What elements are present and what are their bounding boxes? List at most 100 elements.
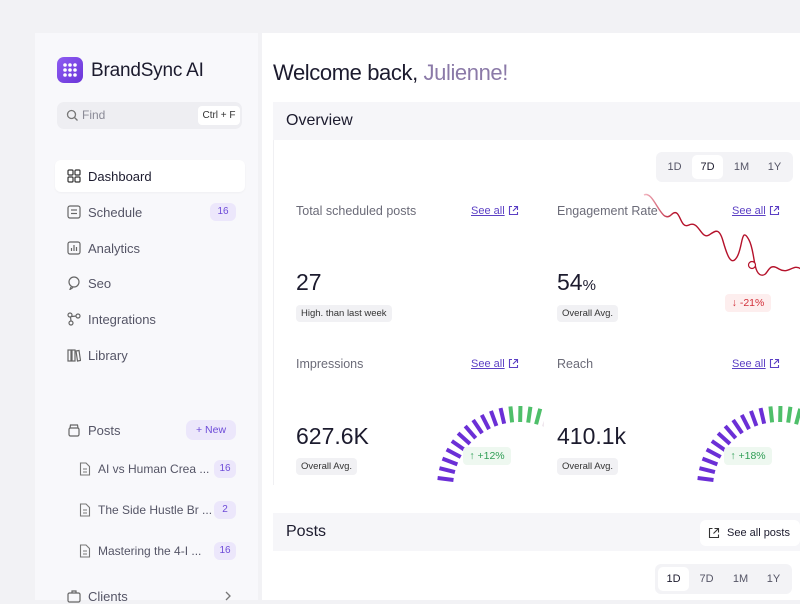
nav-label[interactable]: Seo (88, 276, 111, 291)
see-all-link[interactable]: See all (732, 205, 766, 217)
range-option[interactable]: 1Y (759, 155, 790, 179)
gauge-tick (733, 420, 742, 433)
see-all-link[interactable]: See all (732, 358, 766, 370)
card-title: Reach (557, 357, 593, 371)
schedule-icon (67, 205, 81, 219)
metric-value: 627.6K (296, 423, 369, 450)
posts-range-selector: 1D 7D 1M 1Y (655, 564, 792, 594)
gauge-tick (718, 433, 730, 444)
posts-icon (67, 423, 81, 437)
gauge-tick (473, 420, 482, 433)
down-arrow: ↓ (732, 297, 740, 309)
nav-label[interactable]: Analytics (88, 241, 140, 256)
gauge-tick (510, 406, 512, 422)
gauge-tick (439, 468, 455, 472)
gauge-tick (482, 415, 489, 429)
gauge-tick (751, 411, 756, 426)
posts-label[interactable]: Posts (88, 423, 121, 438)
gauge-tick (796, 409, 800, 424)
range-option[interactable]: 7D (691, 567, 722, 591)
overview-cards: 1D 7D 1M 1Y Total scheduled posts See al… (273, 140, 800, 485)
gauge-tick (465, 426, 475, 438)
range-selector: 1D 7D 1M 1Y (656, 152, 793, 182)
post-title[interactable]: Mastering the 4-I ... (98, 544, 201, 558)
post-count: 16 (214, 460, 236, 478)
chevron (224, 590, 232, 602)
range-option-selected[interactable]: 1D (658, 567, 689, 591)
gauge-tick (438, 478, 454, 480)
nav-label[interactable]: Library (88, 348, 128, 363)
gauge-tick (501, 408, 505, 424)
library-icon (67, 348, 81, 362)
change-pill: ↓ -21% (725, 294, 771, 312)
integrations-icon (67, 312, 81, 326)
card-title: Engagement Rate (557, 204, 658, 218)
gauge-tick (698, 478, 714, 480)
post-doc-icon (79, 462, 91, 476)
external-icon (769, 205, 780, 216)
see-all-link[interactable]: See all (471, 358, 505, 370)
search-placeholder: Find (82, 108, 105, 122)
range-option-selected[interactable]: 7D (692, 155, 723, 179)
post-title[interactable]: The Side Hustle Br ... (98, 503, 212, 517)
metric-number: 54 (557, 269, 583, 295)
metric-value: 410.1k (557, 423, 626, 450)
user-name: Julienne! (424, 60, 508, 85)
analytics-icon (67, 241, 81, 255)
clients-icon (67, 589, 81, 603)
gauge-tick (528, 407, 530, 423)
nav-label[interactable]: Schedule (88, 205, 142, 220)
gauge-tick (761, 408, 765, 424)
nav-label[interactable]: Integrations (88, 312, 156, 327)
new-post-button[interactable]: + New (186, 420, 236, 440)
post-title[interactable]: AI vs Human Crea ... (98, 462, 209, 476)
overview-title: Overview (286, 112, 353, 130)
change-value: +18% (739, 450, 766, 462)
change-pill: ↑ +18% (724, 447, 772, 465)
nav-label[interactable]: Dashboard (88, 169, 152, 184)
change-pill: ↑ +12% (463, 447, 511, 465)
impressions-gauge (414, 390, 544, 485)
new-label: New (205, 424, 226, 436)
post-count: 16 (214, 542, 236, 560)
metric-unit: % (583, 277, 596, 294)
plus-icon: + (196, 424, 205, 436)
engagement-sparkline (639, 185, 800, 285)
metric-value: 54% (557, 269, 596, 296)
metric-note: Overall Avg. (557, 458, 618, 475)
see-all-posts-button[interactable]: See all posts (700, 520, 800, 546)
search-icon (66, 109, 79, 122)
gauge-tick (458, 433, 470, 444)
gauge-tick (788, 407, 790, 423)
up-arrow: ↑ (730, 450, 738, 462)
external-icon (708, 527, 720, 539)
range-option[interactable]: 1Y (758, 567, 789, 591)
external-icon (769, 358, 780, 369)
brand-name: BrandSync AI (91, 60, 204, 82)
post-count: 2 (214, 501, 236, 519)
post-doc-icon (79, 503, 91, 517)
reach-gauge (674, 390, 800, 485)
range-option[interactable]: 1D (659, 155, 690, 179)
up-arrow: ↑ (469, 450, 477, 462)
clients-label[interactable]: Clients (88, 589, 128, 604)
logo (57, 57, 83, 83)
search-shortcut: Ctrl + F (198, 106, 240, 125)
change-value: +12% (478, 450, 505, 462)
welcome-heading: Welcome back, Julienne! (273, 60, 508, 86)
gauge-tick (712, 441, 725, 450)
seo-icon (67, 276, 81, 290)
range-option[interactable]: 1M (725, 567, 756, 591)
metric-note: Overall Avg. (557, 305, 618, 322)
gauge-tick (447, 450, 461, 458)
posts-title: Posts (286, 523, 326, 541)
greeting: Welcome back, (273, 60, 418, 85)
gauge-tick (725, 426, 735, 438)
range-option[interactable]: 1M (726, 155, 757, 179)
see-all-link[interactable]: See all (471, 205, 505, 217)
see-all-posts-label: See all posts (727, 520, 790, 546)
gauge-tick (491, 411, 496, 426)
metric-note: Overall Avg. (296, 458, 357, 475)
logo-dots (57, 57, 83, 83)
change-value: -21% (740, 297, 765, 309)
